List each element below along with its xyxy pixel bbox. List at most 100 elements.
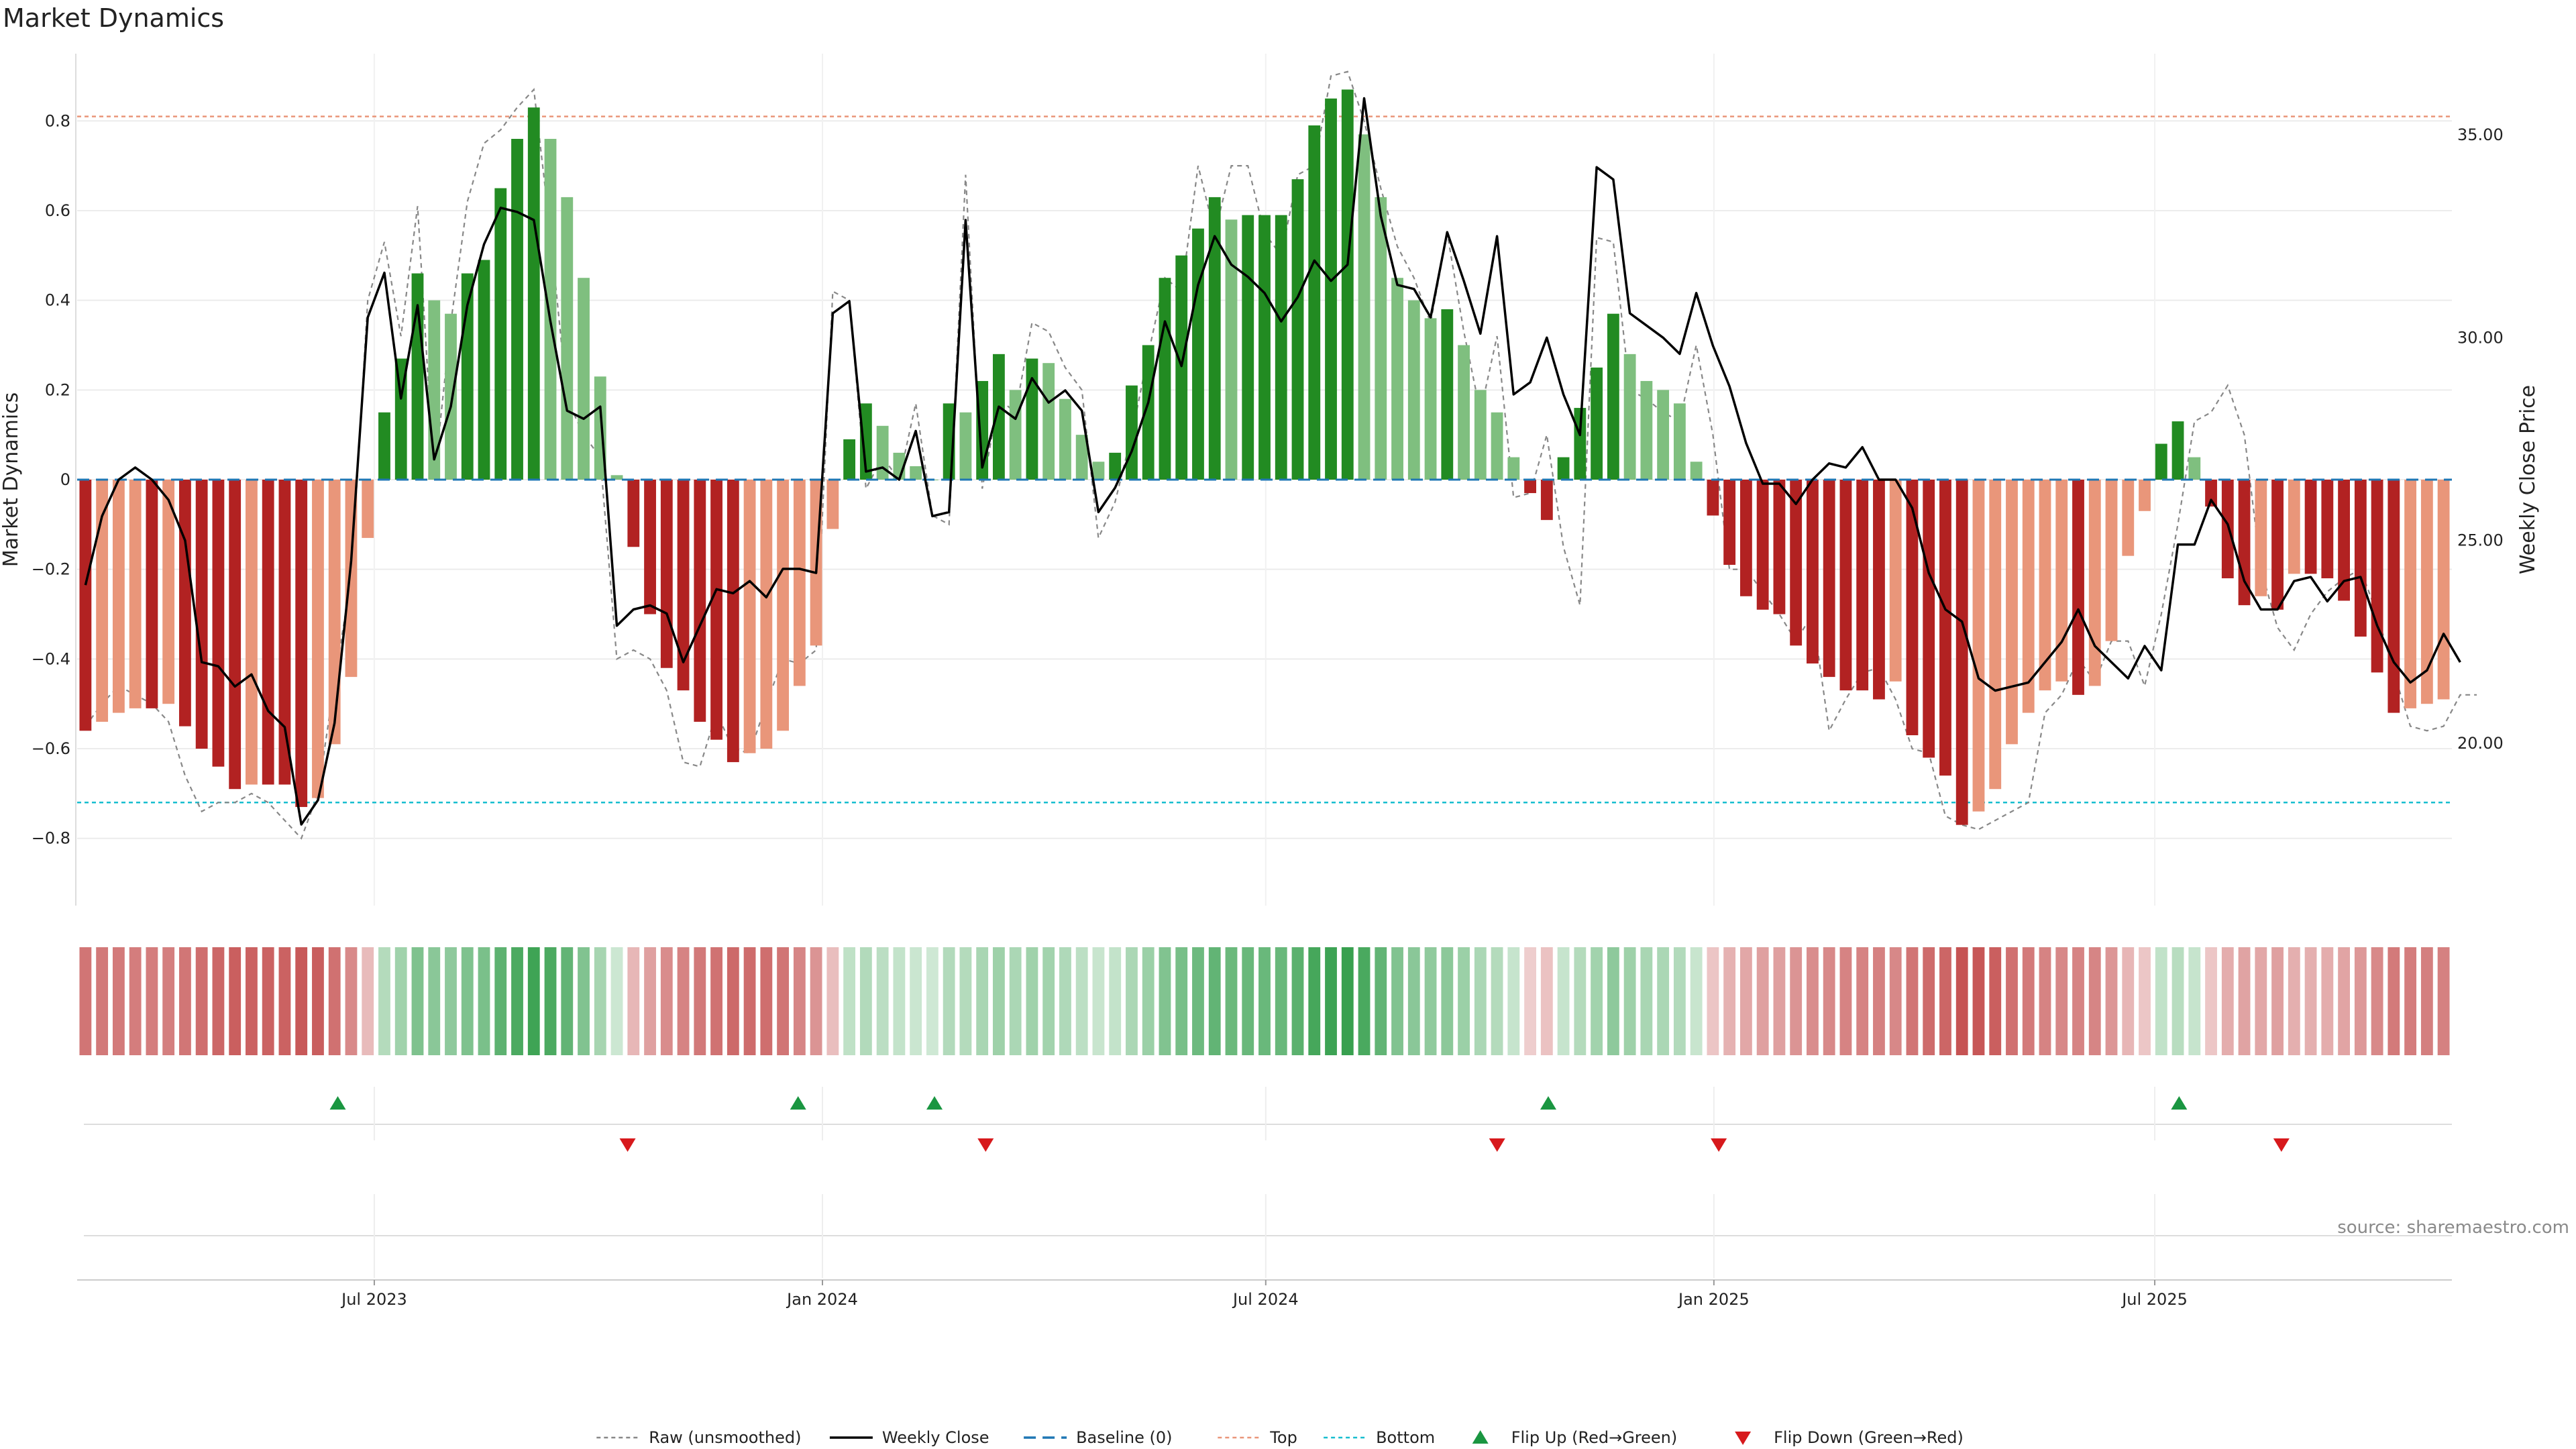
- dynamics-bar: [1009, 390, 1022, 480]
- heat-strip-cell: [843, 947, 856, 1055]
- right-tick-label: 20.00: [2457, 734, 2504, 753]
- left-tick-label: 0.6: [45, 201, 70, 220]
- dynamics-bar: [2088, 480, 2101, 686]
- heat-strip-cell: [1889, 947, 1902, 1055]
- dynamics-bar: [578, 278, 590, 480]
- dynamics-bar: [1341, 89, 1354, 480]
- heat-strip-cell: [1092, 947, 1105, 1055]
- legend-item-flip_up: Flip Up (Red→Green): [1472, 1428, 1678, 1447]
- heat-strip-cell: [146, 947, 158, 1055]
- heat-strip-cell: [826, 947, 839, 1055]
- legend-swatch-flip-down: [1735, 1432, 1752, 1445]
- heat-strip-cell: [362, 947, 374, 1055]
- dynamics-bar: [2221, 480, 2234, 579]
- heat-strip-cell: [1258, 947, 1271, 1055]
- dynamics-bar: [1955, 480, 1968, 825]
- heat-strip-cell: [627, 947, 640, 1055]
- dynamics-bar: [993, 354, 1005, 480]
- flip-down-marker: [1711, 1138, 1727, 1152]
- dynamics-bar: [295, 480, 308, 807]
- heat-strip-cell: [859, 947, 872, 1055]
- dynamics-bar: [511, 139, 523, 480]
- heat-strip-cell: [893, 947, 906, 1055]
- dynamics-bar: [494, 188, 507, 480]
- dynamics-bar: [1839, 480, 1852, 691]
- dynamics-bar: [2139, 480, 2151, 511]
- dynamics-bar: [760, 480, 773, 749]
- heat-strip-cell: [1325, 947, 1337, 1055]
- flip-down-marker: [619, 1138, 636, 1152]
- dynamics-bar: [910, 466, 922, 480]
- dynamics-bar: [2321, 480, 2334, 579]
- dynamics-bar: [328, 480, 341, 745]
- heat-strip-cell: [2039, 947, 2051, 1055]
- dynamics-bar: [1391, 278, 1403, 480]
- legend-label: Flip Up (Red→Green): [1511, 1428, 1678, 1447]
- dynamics-bar: [610, 475, 623, 480]
- dynamics-bar: [2354, 480, 2367, 637]
- left-tick-label: 0.4: [45, 291, 70, 310]
- heat-strip-cell: [1657, 947, 1670, 1055]
- dynamics-bar: [1906, 480, 1919, 735]
- right-tick-label: 30.00: [2457, 328, 2504, 347]
- dynamics-bar: [1873, 480, 1885, 700]
- legend-label: Weekly Close: [882, 1428, 989, 1447]
- heat-strip-cell: [1009, 947, 1022, 1055]
- heat-strip-cell: [1059, 947, 1071, 1055]
- dynamics-bar: [1159, 278, 1171, 480]
- heat-strip-cell: [478, 947, 490, 1055]
- dynamics-bar: [312, 480, 324, 798]
- dynamics-bar: [677, 480, 690, 691]
- source-note: source: sharemaestro.com: [2337, 1218, 2569, 1238]
- heat-strip-cell: [461, 947, 474, 1055]
- dynamics-bar: [1540, 480, 1553, 521]
- heat-strip-cell: [1591, 947, 1603, 1055]
- dynamics-bar: [1142, 345, 1155, 480]
- legend-item-bottom: Bottom: [1324, 1428, 1435, 1447]
- heat-strip-cell: [1026, 947, 1038, 1055]
- heat-strip-cell: [1640, 947, 1653, 1055]
- dynamics-bar: [2171, 421, 2184, 480]
- dynamics-bar: [2122, 480, 2135, 556]
- left-tick-label: 0: [60, 470, 70, 489]
- dynamics-bar: [1640, 380, 1653, 480]
- heat-strip-cell: [1458, 947, 1470, 1055]
- flip-up-marker: [790, 1096, 806, 1110]
- flip-up-marker: [926, 1096, 943, 1110]
- x-axis: Jul 2023 Jan 2024 Jul 2024 Jan 2025 Jul 2025: [77, 1279, 2452, 1309]
- legend-item-top: Top: [1218, 1428, 1297, 1447]
- dynamics-bar: [1807, 480, 1819, 664]
- heat-strip-cell: [2288, 947, 2300, 1055]
- dynamics-bar: [1242, 215, 1254, 480]
- dynamics-bar: [843, 439, 856, 480]
- heat-strip-cell: [129, 947, 142, 1055]
- left-tick-label: −0.6: [32, 739, 70, 758]
- right-axis-ticks: 35.00 30.00 25.00 20.00: [2457, 125, 2504, 753]
- heat-strip-cell: [610, 947, 623, 1055]
- dynamics-bar: [1607, 313, 1619, 480]
- dynamics-bar: [1325, 98, 1337, 480]
- dynamics-bar: [1673, 403, 1686, 480]
- heat-strip-cell: [743, 947, 756, 1055]
- dynamics-bar: [1657, 390, 1670, 480]
- left-tick-label: −0.2: [32, 560, 70, 579]
- heat-strip-cell: [345, 947, 358, 1055]
- dynamics-bar: [859, 403, 872, 480]
- heat-strip-cell: [1873, 947, 1885, 1055]
- heat-strip-cell: [959, 947, 972, 1055]
- heat-strip-cell: [2088, 947, 2101, 1055]
- heat-strip-cell: [1375, 947, 1387, 1055]
- heat-strip-cell: [1308, 947, 1321, 1055]
- flip-up-marker: [329, 1096, 346, 1110]
- heat-strip-cell: [710, 947, 722, 1055]
- dynamics-bar: [1790, 480, 1803, 646]
- heat-strip-cell: [262, 947, 274, 1055]
- heat-strip-cell: [2271, 947, 2284, 1055]
- empty-panel: [84, 1194, 2452, 1278]
- heat-strip-cell: [1906, 947, 1919, 1055]
- heat-strip-cell: [943, 947, 955, 1055]
- heat-strip-cell: [328, 947, 341, 1055]
- dynamics-bar: [2105, 480, 2118, 641]
- heat-strip-cell: [1723, 947, 1736, 1055]
- heat-strip-cell: [1208, 947, 1221, 1055]
